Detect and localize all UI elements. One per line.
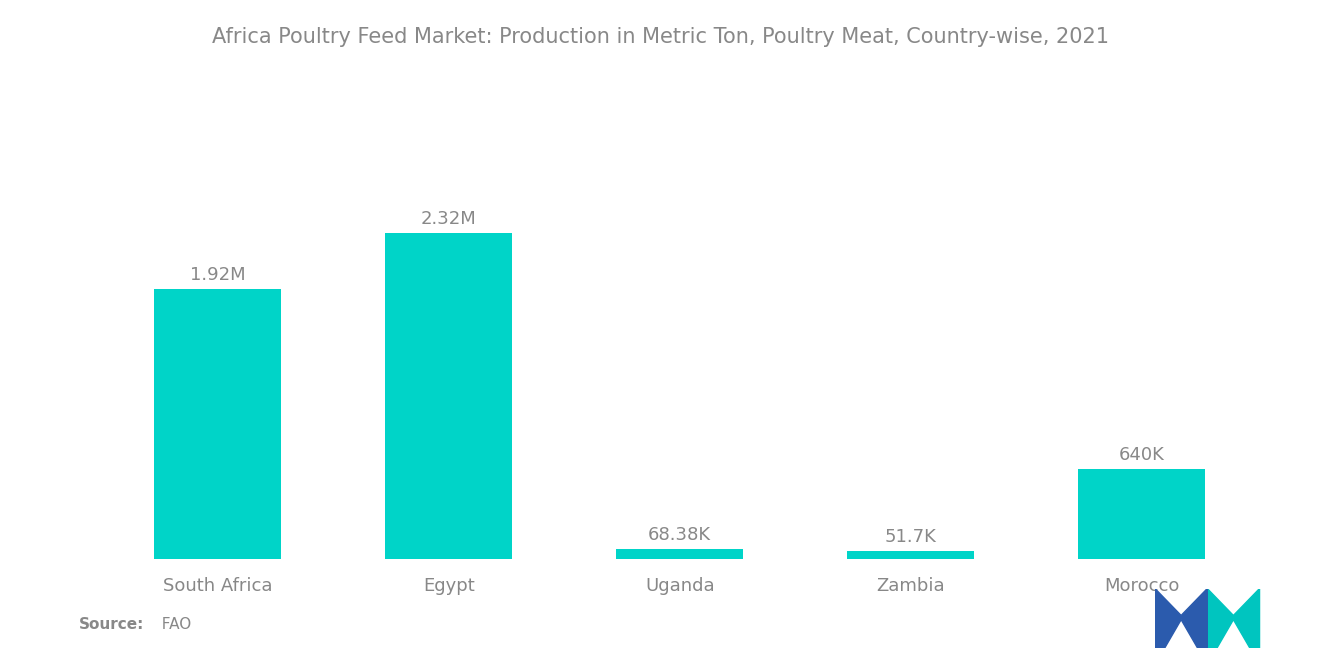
Text: 1.92M: 1.92M <box>190 266 246 284</box>
Bar <box>616 549 743 559</box>
Text: 2.32M: 2.32M <box>421 210 477 228</box>
Text: Source:: Source: <box>79 616 145 632</box>
Text: 640K: 640K <box>1119 446 1164 464</box>
Bar <box>385 233 512 559</box>
Text: Africa Poultry Feed Market: Production in Metric Ton, Poultry Meat, Country-wise: Africa Poultry Feed Market: Production i… <box>211 27 1109 47</box>
Text: 51.7K: 51.7K <box>884 529 937 547</box>
Polygon shape <box>1208 589 1259 648</box>
Bar <box>154 289 281 559</box>
Text: 68.38K: 68.38K <box>648 526 711 544</box>
Polygon shape <box>1155 589 1208 648</box>
Bar <box>847 551 974 559</box>
Text: FAO: FAO <box>152 616 191 632</box>
Bar <box>1078 469 1205 559</box>
